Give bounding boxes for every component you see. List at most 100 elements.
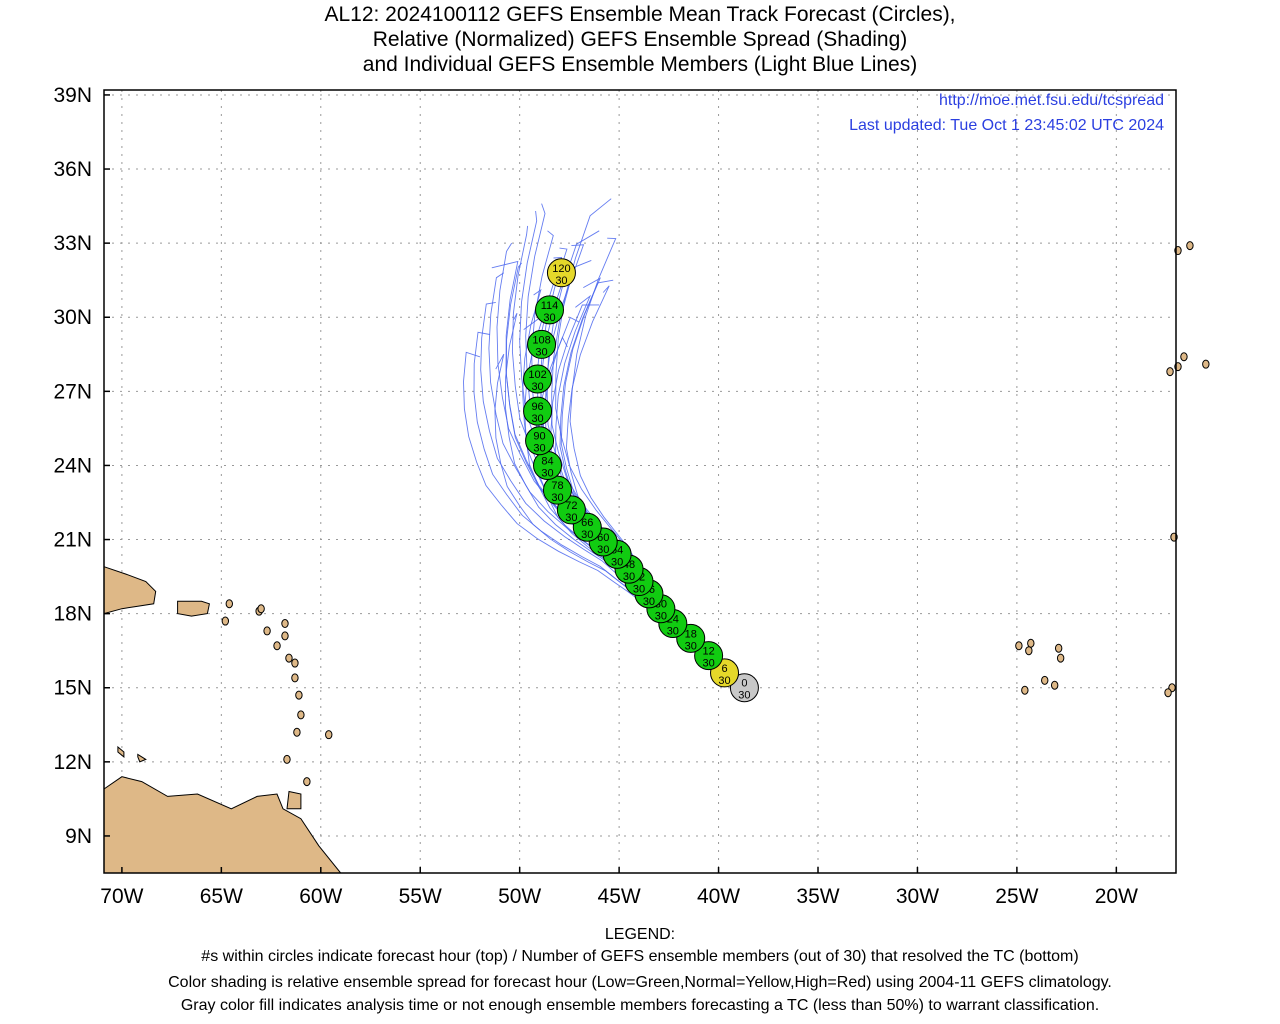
legend-line-3: Gray color fill indicates analysis time … — [180, 997, 1100, 1014]
lat-tick-label: 9N — [65, 825, 92, 848]
member-count-label: 30 — [702, 658, 714, 670]
forecast-hour-label: 120 — [552, 263, 570, 275]
track-circle — [523, 364, 553, 394]
lon-tick-label: 50W — [498, 885, 541, 908]
lat-tick-label: 30N — [53, 306, 92, 329]
land-island — [291, 673, 299, 683]
lon-tick-label: 60W — [299, 885, 342, 908]
forecast-hour-label: 78 — [551, 480, 563, 492]
forecast-hour-label: 72 — [565, 500, 577, 512]
forecast-hour-label: 0 — [741, 678, 747, 690]
lat-tick-label: 18N — [53, 603, 92, 626]
land-aruba — [117, 745, 125, 758]
lat-lon-grid — [104, 90, 1176, 873]
forecast-hour-label: 102 — [528, 369, 546, 381]
land-island — [221, 616, 230, 626]
lon-tick-label: 55W — [399, 885, 442, 908]
track-circle — [556, 495, 586, 525]
forecast-hour-label: 96 — [531, 401, 543, 413]
member-count-label: 30 — [541, 467, 553, 479]
land-island — [295, 690, 303, 700]
lat-tick-label: 12N — [53, 751, 92, 774]
member-count-label: 30 — [611, 556, 623, 568]
member-count-label: 30 — [581, 529, 593, 541]
member-count-label: 30 — [685, 640, 697, 652]
lon-tick-label: 30W — [896, 885, 939, 908]
land-masses — [103, 241, 1210, 874]
forecast-hour-label: 108 — [532, 334, 550, 346]
land-island — [1021, 685, 1029, 695]
member-count-label: 30 — [531, 381, 543, 393]
forecast-hour-label: 84 — [541, 455, 553, 467]
track-circle — [542, 475, 572, 505]
legend-line-1: #s within circles indicate forecast hour… — [201, 948, 1079, 965]
forecast-hour-label: 6 — [721, 663, 727, 675]
track-circle — [535, 295, 565, 325]
forecast-hour-label: 60 — [597, 532, 609, 544]
land-island — [1050, 680, 1059, 690]
land-island — [283, 754, 291, 764]
forecast-hour-label: 114 — [541, 300, 559, 312]
lat-tick-label: 15N — [53, 677, 92, 700]
lat-tick-label: 39N — [53, 84, 92, 107]
forecast-hour-label: 12 — [702, 646, 714, 658]
land-island — [257, 604, 265, 614]
land-island — [1166, 367, 1174, 377]
land-island — [281, 619, 289, 629]
forecast-hour-label: 66 — [581, 517, 593, 529]
member-count-label: 30 — [667, 626, 679, 638]
land-south-america — [103, 776, 342, 874]
source-url[interactable]: http://moe.met.fsu.edu/tcspread — [938, 92, 1164, 109]
lon-tick-label: 45W — [598, 885, 641, 908]
land-island — [1015, 641, 1023, 651]
member-count-label: 30 — [718, 675, 730, 687]
member-count-label: 30 — [623, 571, 635, 583]
lon-tick-label: 25W — [995, 885, 1038, 908]
land-trinidad — [286, 790, 302, 810]
land-island — [273, 641, 281, 651]
title-line-2: Relative (Normalized) GEFS Ensemble Spre… — [372, 28, 908, 51]
member-count-label: 30 — [551, 492, 563, 504]
land-island — [1186, 241, 1194, 251]
lon-tick-label: 40W — [697, 885, 740, 908]
member-count-label: 30 — [555, 275, 567, 287]
land-island — [225, 599, 233, 609]
member-count-label: 30 — [655, 611, 667, 623]
lon-tick-label: 20W — [1095, 885, 1138, 908]
land-island — [285, 653, 293, 663]
track-circle — [729, 673, 759, 703]
member-count-label: 30 — [535, 346, 547, 358]
land-island — [325, 730, 333, 740]
land-island — [1054, 643, 1063, 653]
land-curacao — [137, 753, 147, 763]
lon-tick-label: 70W — [100, 885, 143, 908]
track-circle — [525, 426, 555, 456]
land-puerto-rico — [177, 600, 210, 617]
lat-tick-label: 21N — [53, 529, 92, 552]
member-count-label: 30 — [531, 413, 543, 425]
land-island — [291, 658, 299, 668]
member-count-label: 30 — [565, 512, 577, 524]
lon-tick-label: 65W — [200, 885, 243, 908]
track-circle — [527, 329, 557, 359]
land-island — [293, 727, 301, 737]
land-island — [281, 631, 289, 641]
track-circle — [546, 258, 576, 288]
map-frame — [103, 89, 1177, 874]
track-circle — [523, 396, 553, 426]
land-island — [1180, 352, 1188, 362]
title-line-3: and Individual GEFS Ensemble Members (Li… — [362, 53, 918, 76]
land-island — [263, 626, 271, 636]
lat-tick-label: 24N — [53, 454, 92, 477]
land-island — [1025, 646, 1033, 656]
